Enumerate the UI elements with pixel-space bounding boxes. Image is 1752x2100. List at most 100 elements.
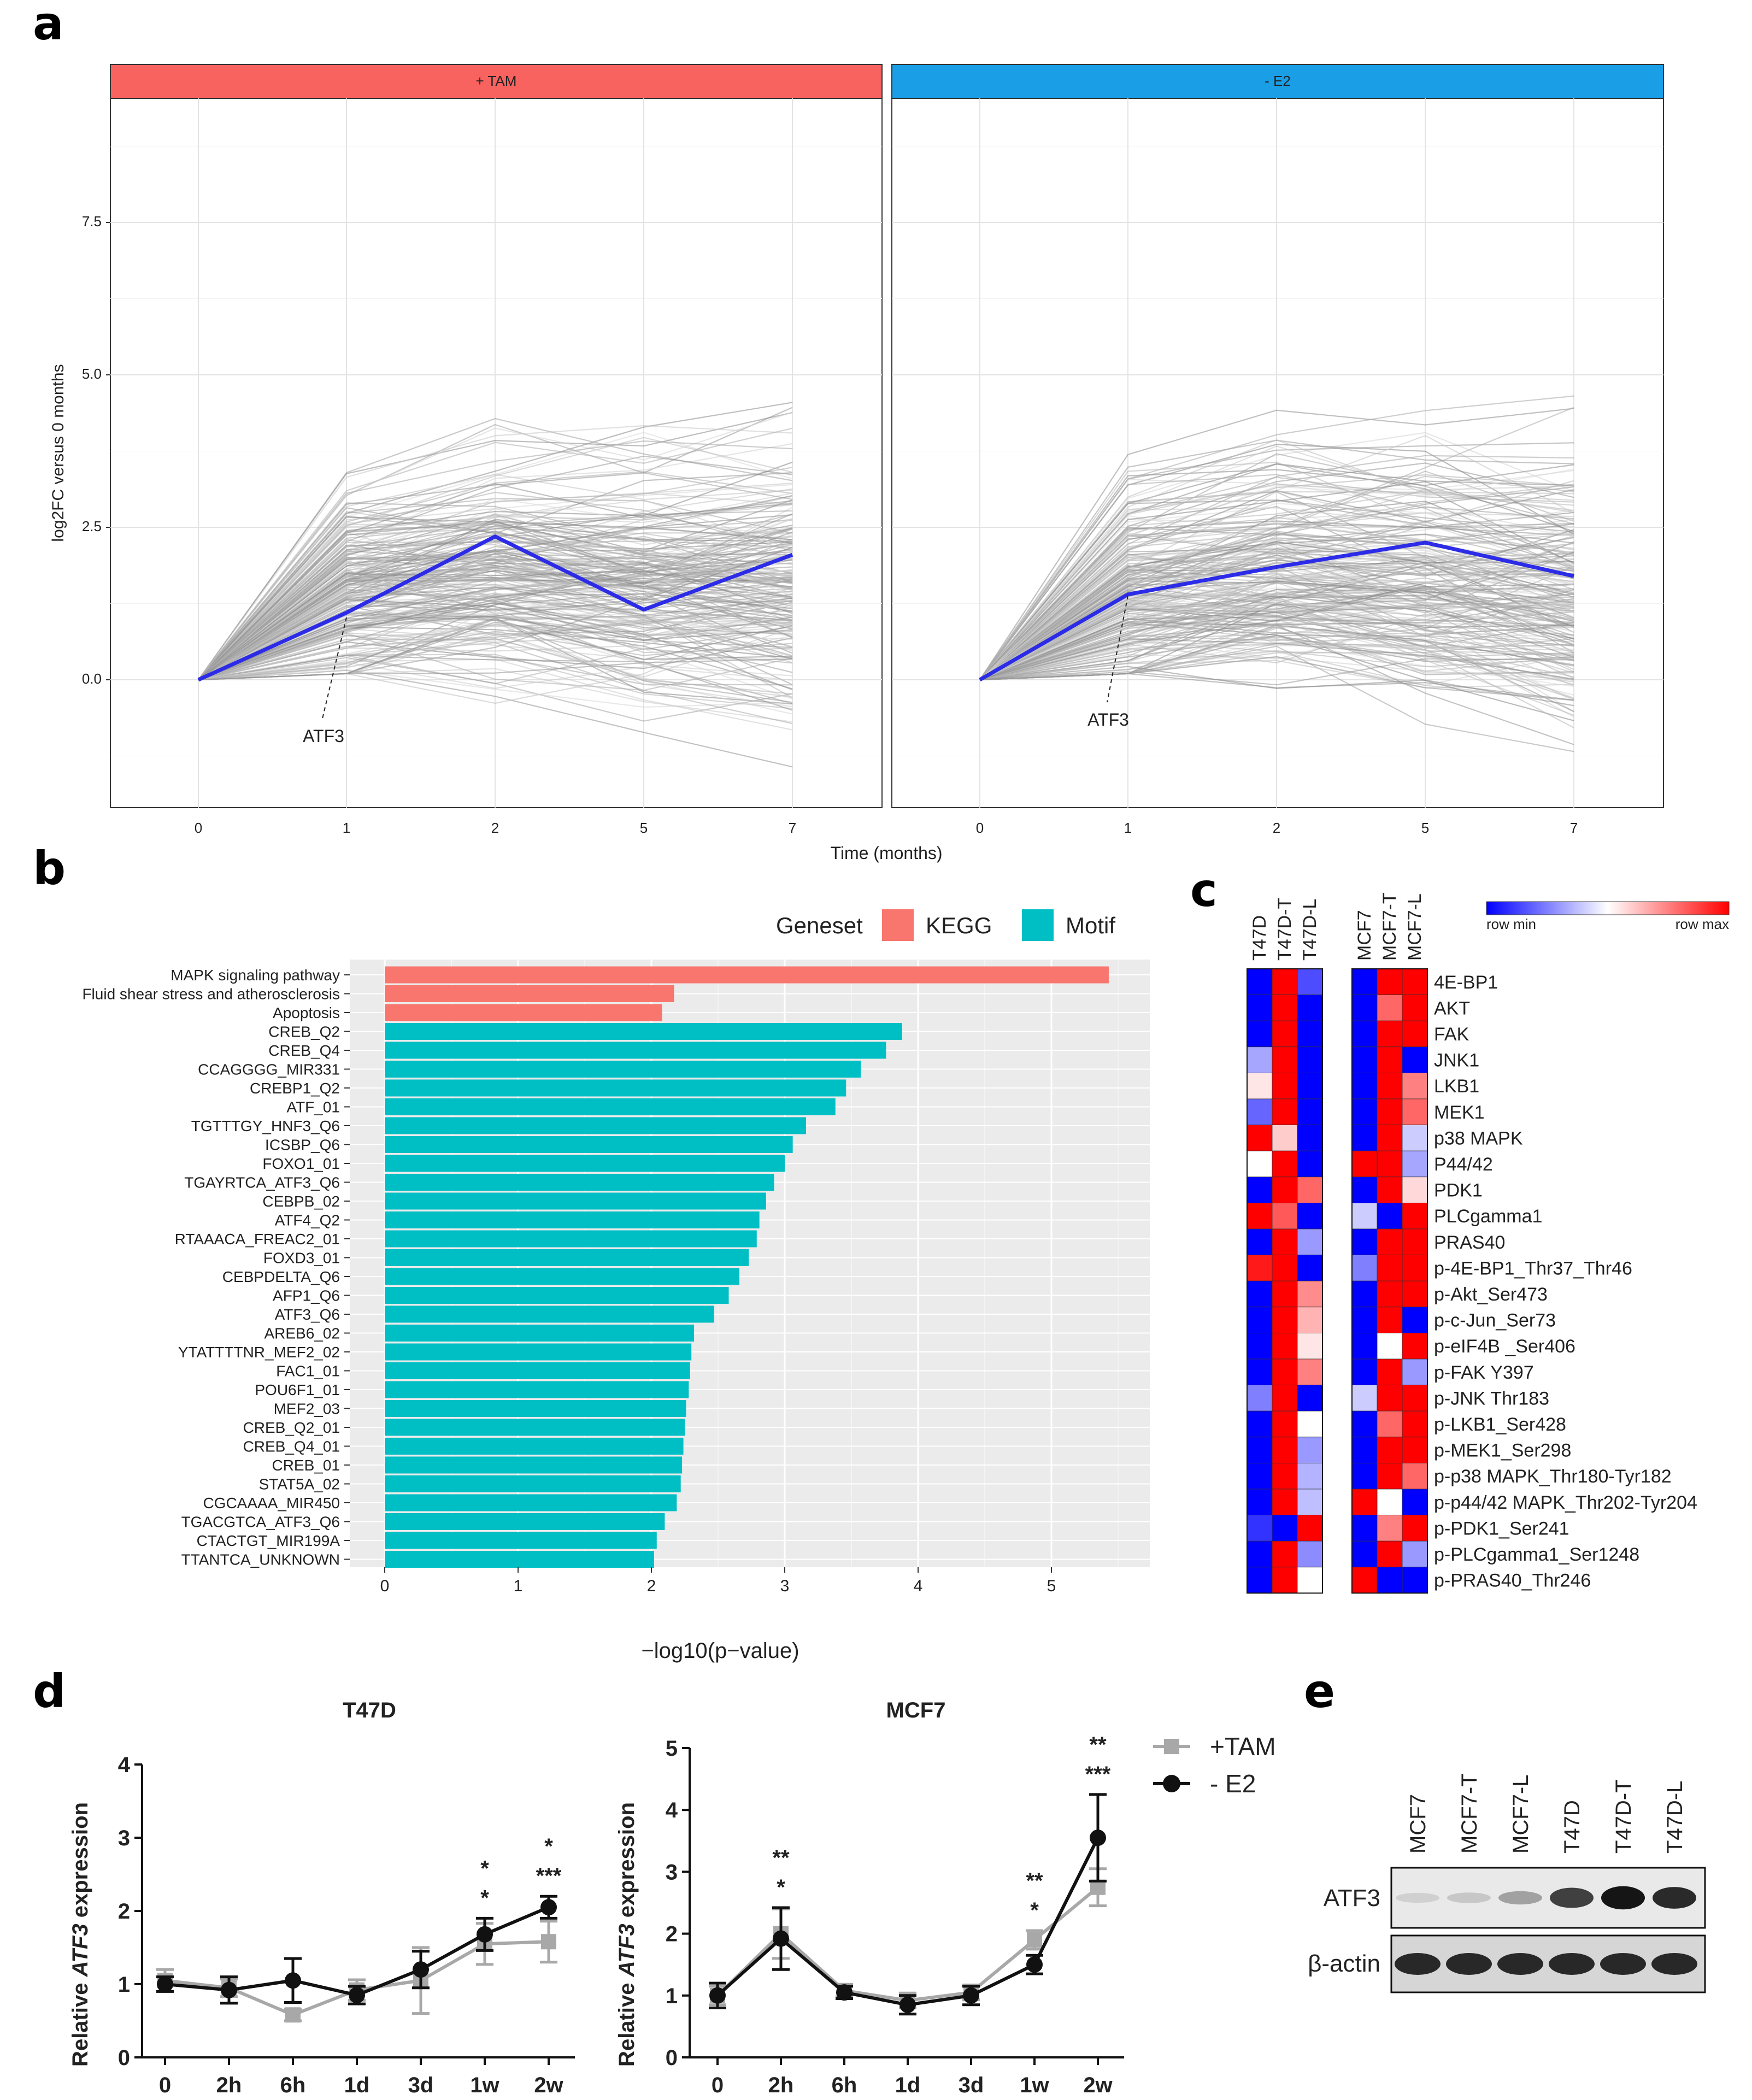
x-tick-label: 1 [514,1577,523,1595]
heatmap-cell [1247,1150,1273,1178]
heatmap-cell [1297,1150,1323,1178]
y-tick-label: 7.5 [82,213,102,230]
gene-trajectory-line [979,601,1574,681]
gene-trajectory-line [979,551,1574,680]
heatmap-cell [1247,1046,1273,1073]
heatmap-row-label: p-FAK Y397 [1434,1362,1534,1383]
heatmap-cell [1297,1073,1323,1099]
bar-pou6f1-01 [385,1381,689,1398]
blot-bands [1395,1886,1697,1975]
y-tick-label: 0 [118,2046,130,2070]
heatmap-block-border [1247,968,1323,1594]
x-tick-label: 2 [1273,820,1280,836]
heatmap-cell [1272,1515,1298,1542]
category-label: CGCAAAA_MIR450 [203,1495,340,1511]
heatmap-cell [1297,1202,1323,1230]
gene-trajectory-line [979,474,1574,680]
x-tick-label: 4 [914,1577,923,1595]
gene-trajectory-line [198,527,793,680]
heatmap-cell [1272,1046,1298,1073]
panel-a-atf3-lines [197,534,1574,682]
heatmap-cell [1377,1228,1403,1255]
heatmap-cell [1402,968,1428,995]
data-point-e2 [963,1987,979,2004]
gene-trajectory-line [198,638,793,695]
gene-trajectory-line [979,503,1574,680]
x-tick-label: 2h [216,2073,242,2097]
x-tick-label: 1w [1020,2073,1049,2097]
gene-trajectory-line [979,638,1574,681]
heatmap-row-label: AKT [1434,998,1470,1019]
panel-label-a: a [33,0,64,50]
x-tick-label: 0 [159,2073,171,2097]
gene-trajectory-line [979,553,1574,680]
heatmap-cell [1247,1020,1273,1048]
heatmap-row-label: FAK [1434,1024,1469,1045]
heatmap-cell [1247,995,1273,1021]
blot-band-atf3 [1550,1887,1594,1908]
data-point-e2 [1090,1830,1106,1846]
bar-creb-q4 [385,1042,886,1059]
heatmap-cell [1272,1073,1298,1099]
x-tick-label: 0 [380,1577,390,1595]
heatmap-cell [1351,1125,1378,1151]
heatmap-cell [1297,1046,1323,1073]
bar-cebpb-02 [385,1192,766,1210]
category-label: FAC1_01 [276,1363,340,1380]
gene-trajectory-line [198,662,793,689]
heatmap-column-label: T47D [1249,915,1270,961]
category-label: YTATTTTNR_MEF2_02 [178,1344,340,1361]
y-tick-label: 2 [118,1899,130,1923]
x-tick-label: 2w [1083,2073,1113,2097]
heatmap-cell [1402,1358,1428,1385]
gene-trajectory-line [198,627,793,681]
legend-label-kegg: KEGG [926,913,992,938]
heatmap-cell [1402,1098,1428,1125]
panel-label-b: b [33,842,66,895]
heatmap-cell [1272,1125,1298,1151]
heatmap-cell [1351,1462,1378,1490]
legend-label-e2: - E2 [1210,1769,1256,1798]
heatmap-cell [1247,1567,1273,1593]
heatmap-cell [1272,1567,1298,1593]
data-point-e2 [221,1981,237,1998]
blot-lane-label: MCF7-L [1509,1775,1533,1854]
heatmap-cell [1377,968,1403,995]
y-tick-label: 0 [666,2046,678,2070]
atf3-label-e2: ATF3 [1087,710,1129,730]
heatmap-column-label: T47D-L [1300,899,1320,961]
category-label: AFP1_Q6 [273,1287,340,1304]
category-label: Apoptosis [273,1004,340,1021]
heatmap-cell [1402,1020,1428,1048]
category-label: MEF2_03 [274,1401,340,1417]
heatmap-row-label: P44/42 [1434,1154,1493,1175]
heatmap-cell [1377,1540,1403,1568]
blot-lane-label: T47D-T [1612,1779,1636,1854]
gene-trajectory-line [198,483,793,680]
gene-trajectory-line [198,567,793,680]
gene-trajectory-line [979,408,1574,680]
category-label: CREB_Q2_01 [243,1419,340,1436]
heatmap-cell [1272,1385,1298,1411]
gene-trajectory-line [198,508,793,680]
heatmap-cell [1402,1125,1428,1151]
gene-trajectory-line [198,527,793,680]
atf3-label-tam: ATF3 [303,726,344,746]
blot-band-actin [1446,1953,1492,1975]
x-tick-label: 2w [534,2073,563,2097]
heatmap-cell [1247,1358,1273,1385]
bar-tgtttgy-hnf3-q6 [385,1117,807,1134]
panel-a-y-ticks: 0.0 2.5 5.0 7.5 [82,213,102,687]
gene-trajectory-line [979,455,1574,680]
bar-ttantca-unknown [385,1551,654,1568]
heatmap-row-label: p-4E-BP1_Thr37_Thr46 [1434,1258,1632,1279]
gene-trajectory-line [979,501,1574,680]
heatmap-cell [1297,1177,1323,1203]
significance-tam: * [480,1856,489,1880]
blot-band-atf3 [1396,1892,1439,1903]
heatmap-column-label: MCF7-L [1404,893,1425,961]
blot-band-atf3 [1653,1887,1696,1909]
bar-fac1-01 [385,1362,690,1379]
significance-e2: * [1030,1898,1039,1922]
